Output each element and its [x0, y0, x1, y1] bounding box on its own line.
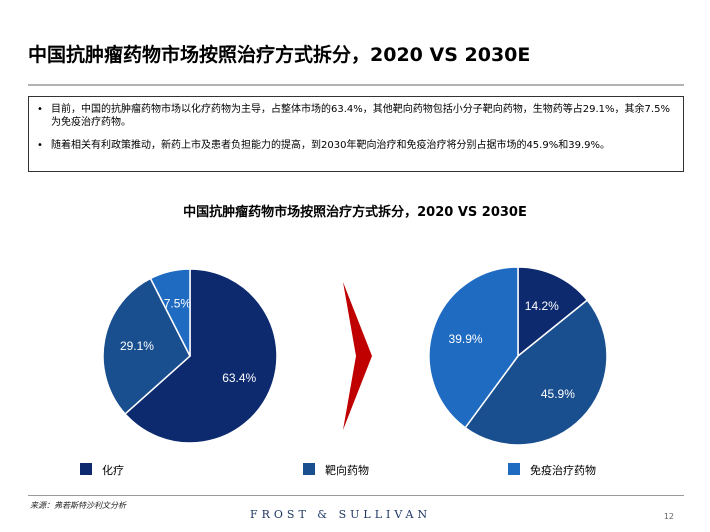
page-number: 12	[663, 512, 674, 521]
summary-bullet-1: • 目前，中国的抗肿瘤药物市场以化疗药物为主导，占整体市场的63.4%，其他靶向…	[37, 103, 673, 129]
pie-slice	[149, 268, 191, 357]
bullet-text: 目前，中国的抗肿瘤药物市场以化疗药物为主导，占整体市场的63.4%，其他靶向药物…	[51, 104, 670, 128]
pie-2: 14.2% 45.9% 39.9%	[428, 266, 608, 446]
bullet-text: 随着相关有利政策推动，新药上市及患者负担能力的提高，到2030年靶向治疗和免疫治…	[51, 140, 610, 151]
pie-1: 63.4% 29.1% 7.5%	[102, 268, 278, 444]
pie-slice	[517, 266, 589, 358]
slice-label: 14.2%	[525, 299, 559, 313]
pie-slice	[464, 299, 608, 446]
chart-title: 中国抗肿瘤药物市场按照治疗方式拆分，2020 VS 2030E	[183, 205, 527, 220]
bullet-marker: •	[37, 140, 43, 151]
legend-label: 免疫治疗药物	[530, 464, 596, 477]
legend-swatch	[80, 463, 92, 475]
brand-logo: FROST & SULLIVAN	[250, 508, 432, 521]
legend-swatch	[303, 463, 315, 475]
bullet-marker: •	[37, 104, 43, 115]
transition-arrow	[343, 282, 372, 430]
slice-label: 39.9%	[449, 332, 483, 346]
slice-label: 45.9%	[541, 387, 575, 401]
summary-bullet-2: • 随着相关有利政策推动，新药上市及患者负担能力的提高，到2030年靶向治疗和免…	[37, 139, 673, 152]
source-note: 来源：弗若斯特沙利文分析	[30, 501, 126, 510]
legend-label: 化疗	[102, 464, 124, 477]
slice-label: 29.1%	[120, 339, 154, 353]
slice-label: 63.4%	[222, 371, 256, 385]
page-title: 中国抗肿瘤药物市场按照治疗方式拆分，2020 VS 2030E	[28, 44, 531, 66]
legend-label: 靶向药物	[325, 464, 369, 477]
summary-box: • 目前，中国的抗肿瘤药物市场以化疗药物为主导，占整体市场的63.4%，其他靶向…	[28, 96, 684, 172]
legend-swatch	[508, 463, 520, 475]
pie-slice	[428, 266, 519, 429]
footer-divider	[28, 495, 684, 496]
title-divider	[28, 84, 684, 86]
pie-slice	[124, 268, 278, 444]
pie-slice	[102, 277, 191, 416]
slice-label: 7.5%	[164, 297, 192, 311]
